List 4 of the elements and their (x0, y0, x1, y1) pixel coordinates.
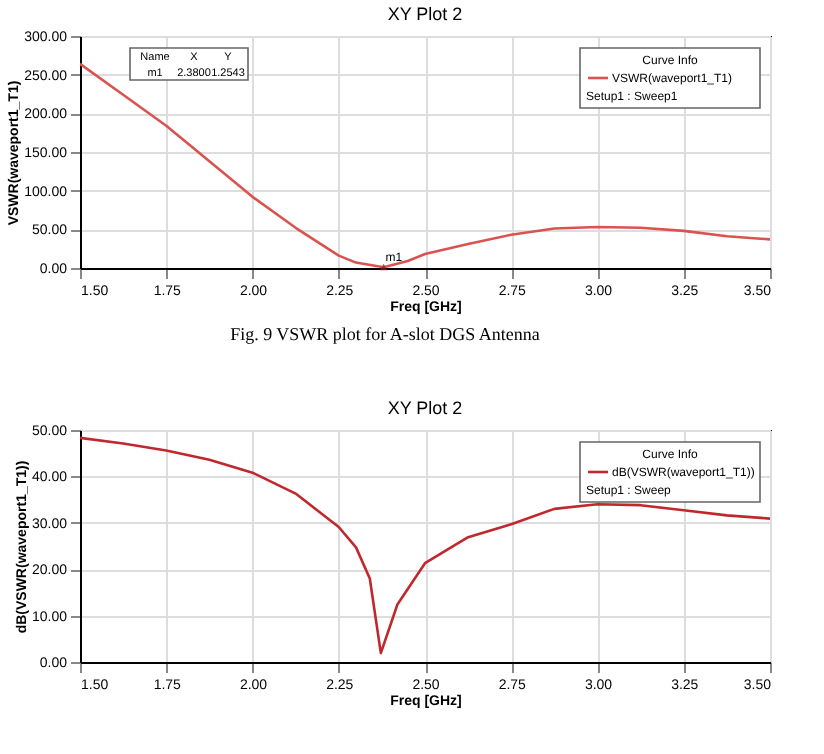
chart-title: XY Plot 2 (387, 398, 463, 418)
chart-title: XY Plot 2 (387, 4, 463, 24)
line-series (80, 436, 770, 655)
caption: Fig. 9 VSWR plot for A-slot DGS Antenna (230, 324, 540, 344)
